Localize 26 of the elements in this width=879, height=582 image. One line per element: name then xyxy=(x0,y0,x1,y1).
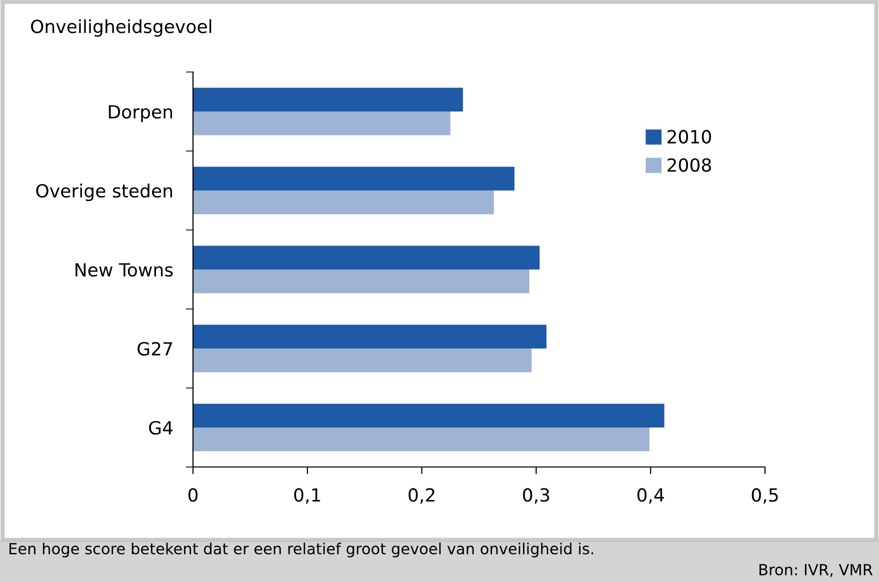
x-tick-label: 0,2 xyxy=(408,488,434,504)
chart-title: Onveiligheidsgevoel xyxy=(31,19,212,37)
bar xyxy=(193,348,532,372)
text: Een hoge score betekent dat er een relatief groot gevoel van onveiligheid is. xyxy=(10,542,594,558)
y-tick-label: G4 xyxy=(149,420,173,435)
x-tick-label: 0,1 xyxy=(294,488,320,504)
bar xyxy=(193,270,530,294)
x-tick-label: 0,3 xyxy=(523,488,550,504)
bar xyxy=(193,324,546,348)
x-tick-label: 0 xyxy=(188,488,198,502)
bar xyxy=(193,404,664,428)
text: Bron: IVR, VMR xyxy=(760,564,873,577)
legend-label: 2008 xyxy=(668,158,711,172)
y-tick-label: New Towns xyxy=(76,263,173,277)
bar xyxy=(193,246,540,270)
bar xyxy=(193,88,463,112)
x-tick-label: 0,4 xyxy=(637,488,664,504)
bar xyxy=(193,112,450,136)
y-tick-label: G27 xyxy=(138,342,172,356)
y-tick-label: Dorpen xyxy=(108,105,172,122)
bar xyxy=(193,428,650,452)
bar xyxy=(193,190,494,214)
bar xyxy=(193,166,514,190)
x-tick-label: 0,5 xyxy=(752,488,778,504)
y-tick-label: Overige steden xyxy=(36,184,172,202)
legend-label: 2010 xyxy=(668,130,711,144)
